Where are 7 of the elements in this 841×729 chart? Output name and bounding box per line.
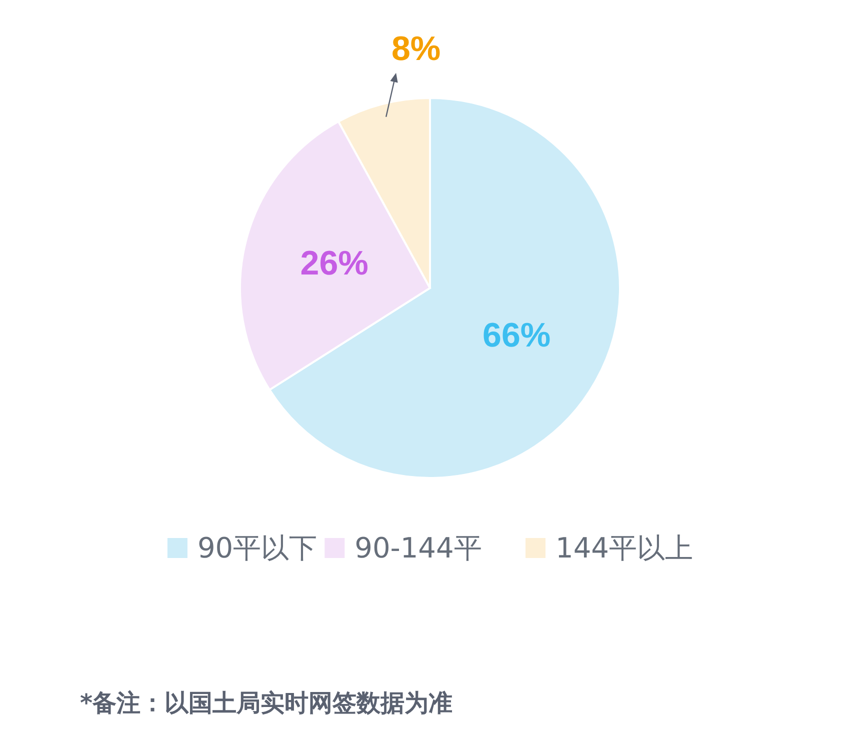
data-label: 66% xyxy=(482,316,551,355)
text: *备注：以国土局实时网签数据为准 xyxy=(80,689,453,717)
legend-label: 144平以上 xyxy=(556,532,693,564)
data-label: 8% xyxy=(391,30,441,68)
legend-label: 90平以下 xyxy=(197,532,318,564)
legend-label: 90-144平 xyxy=(354,532,482,564)
data-label: 26% xyxy=(300,244,368,282)
